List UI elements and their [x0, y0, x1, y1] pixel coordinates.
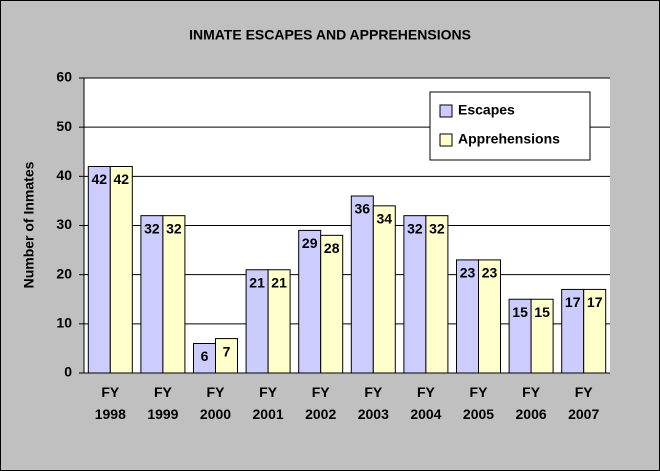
- bar: [372, 205, 396, 374]
- bar: [425, 215, 449, 374]
- x-tick-label: FY 1998: [94, 384, 126, 422]
- y-tick-label: 60: [56, 69, 72, 85]
- y-axis-label: Number of Inmates: [21, 161, 37, 288]
- x-tick-label: FY 1999: [147, 384, 179, 422]
- legend-swatch: [439, 104, 453, 118]
- data-label: 15: [534, 304, 550, 320]
- legend-label: Escapes: [458, 102, 515, 118]
- data-label: 32: [429, 220, 445, 236]
- y-tick-label: 0: [64, 364, 72, 380]
- x-tick-label-box: FY 2002: [305, 384, 337, 422]
- data-label: 32: [144, 220, 160, 236]
- legend-swatch: [439, 133, 453, 147]
- data-label: 36: [355, 201, 371, 217]
- data-label: 28: [324, 240, 340, 256]
- y-tick-label: 10: [56, 315, 72, 331]
- data-label: 23: [460, 265, 476, 281]
- bar: [87, 166, 111, 374]
- x-tick-label-box: FY 1998: [94, 384, 126, 422]
- x-tick-label: FY 2003: [357, 384, 389, 422]
- y-tick-label: 50: [56, 118, 72, 134]
- data-label: 17: [565, 294, 581, 310]
- x-tick-label: FY 2007: [568, 384, 600, 422]
- x-tick-label: FY 2004: [410, 384, 442, 422]
- y-tick-label: 30: [56, 216, 72, 232]
- x-tick-label-box: FY 2004: [410, 384, 442, 422]
- data-label: 21: [271, 274, 287, 290]
- x-tick-label-box: FY 2001: [252, 384, 284, 422]
- data-label: 17: [587, 294, 603, 310]
- data-label: 42: [92, 171, 108, 187]
- bar: [162, 215, 186, 374]
- x-tick-label: FY 2006: [515, 384, 547, 422]
- y-tick-label: 20: [56, 265, 72, 281]
- x-tick-label-box: FY 2006: [515, 384, 547, 422]
- x-tick-label-box: FY 2007: [568, 384, 600, 422]
- bar: [140, 215, 164, 374]
- chart-title: INMATE ESCAPES AND APPREHENSIONS: [189, 27, 471, 43]
- data-label: 29: [302, 235, 318, 251]
- data-label: 32: [166, 220, 182, 236]
- x-tick-label-box: FY 1999: [147, 384, 179, 422]
- bar: [350, 195, 374, 374]
- y-tick-label: 40: [56, 167, 72, 183]
- bar: [403, 215, 427, 374]
- x-tick-label-box: FY 2000: [199, 384, 232, 422]
- x-tick-label-box: FY 2005: [462, 384, 495, 422]
- data-label: 34: [377, 211, 393, 227]
- data-label: 6: [201, 348, 209, 364]
- x-tick-label: FY 2001: [252, 384, 284, 422]
- bar: [298, 229, 322, 374]
- x-tick-label: FY 2000: [199, 384, 232, 422]
- data-label: 21: [249, 274, 265, 290]
- x-tick-label: FY 2005: [462, 384, 495, 422]
- data-label: 15: [512, 304, 528, 320]
- bar: [109, 166, 133, 374]
- x-tick-label-box: FY 2003: [357, 384, 389, 422]
- x-tick-label: FY 2002: [305, 384, 337, 422]
- legend-label: Apprehensions: [458, 131, 560, 147]
- data-label: 23: [482, 265, 498, 281]
- data-label: 32: [407, 220, 423, 236]
- legend-box: [429, 91, 591, 161]
- data-label: 42: [114, 171, 130, 187]
- data-label: 7: [223, 343, 231, 359]
